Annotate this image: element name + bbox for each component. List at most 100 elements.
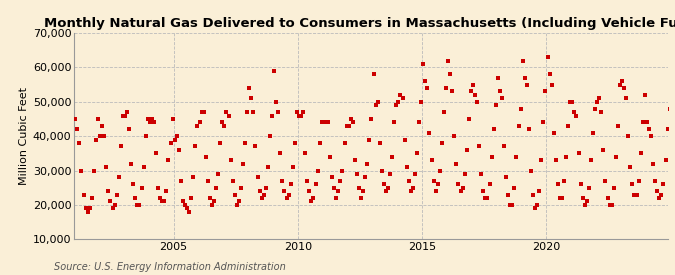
Point — [660, 158, 671, 162]
Point — [97, 124, 107, 128]
Point — [480, 196, 491, 200]
Point — [290, 141, 300, 145]
Point — [441, 86, 452, 90]
Point — [521, 82, 532, 87]
Point — [437, 141, 448, 145]
Point — [557, 196, 568, 200]
Point — [418, 62, 429, 66]
Point — [526, 168, 537, 173]
Point — [406, 189, 416, 193]
Point — [202, 179, 213, 183]
Point — [246, 96, 256, 101]
Point — [443, 58, 454, 63]
Point — [325, 155, 335, 159]
Point — [387, 155, 398, 159]
Point — [180, 203, 190, 207]
Point — [414, 120, 425, 125]
Point — [627, 182, 638, 186]
Point — [583, 185, 594, 190]
Point — [227, 179, 238, 183]
Point — [70, 117, 81, 121]
Point — [159, 199, 169, 204]
Point — [652, 189, 663, 193]
Point — [497, 96, 508, 101]
Point — [148, 120, 159, 125]
Point — [544, 72, 555, 76]
Point — [335, 179, 346, 183]
Point — [194, 120, 205, 125]
Point — [240, 141, 250, 145]
Point — [190, 144, 200, 148]
Point — [319, 120, 329, 125]
Point — [308, 196, 319, 200]
Point — [594, 96, 605, 101]
Point — [317, 120, 327, 125]
Point — [167, 117, 178, 121]
Point — [339, 141, 350, 145]
Point — [142, 117, 153, 121]
Point — [72, 127, 83, 131]
Point — [122, 110, 132, 114]
Point — [399, 138, 410, 142]
Point — [612, 124, 623, 128]
Point — [103, 189, 114, 193]
Point — [173, 148, 184, 152]
Point — [625, 165, 636, 169]
Point — [360, 175, 371, 180]
Point — [219, 124, 230, 128]
Point — [573, 151, 584, 156]
Point — [581, 199, 592, 204]
Point — [256, 196, 267, 200]
Point — [474, 144, 485, 148]
Point — [354, 185, 364, 190]
Point — [292, 110, 302, 114]
Point — [401, 165, 412, 169]
Point — [397, 96, 408, 101]
Point — [501, 175, 512, 180]
Point — [435, 168, 446, 173]
Point — [304, 189, 315, 193]
Point — [209, 199, 219, 204]
Point — [321, 120, 331, 125]
Point — [600, 179, 611, 183]
Point — [548, 131, 559, 135]
Point — [577, 196, 588, 200]
Point — [641, 120, 652, 125]
Point — [188, 175, 198, 180]
Point — [294, 113, 304, 118]
Point — [598, 148, 609, 152]
Text: Source: U.S. Energy Information Administration: Source: U.S. Energy Information Administ… — [54, 262, 286, 272]
Point — [225, 158, 236, 162]
Point — [617, 79, 628, 83]
Point — [329, 185, 340, 190]
Point — [461, 148, 472, 152]
Point — [151, 151, 161, 156]
Point — [234, 199, 244, 204]
Point — [381, 189, 392, 193]
Point — [478, 189, 489, 193]
Point — [250, 144, 261, 148]
Point — [550, 158, 561, 162]
Point — [105, 199, 116, 204]
Point — [350, 158, 360, 162]
Point — [528, 192, 539, 197]
Point — [259, 192, 269, 197]
Point — [144, 120, 155, 125]
Point — [563, 124, 574, 128]
Point — [111, 192, 122, 197]
Point — [633, 179, 644, 183]
Point — [95, 134, 105, 138]
Point — [637, 120, 648, 125]
Point — [352, 172, 362, 176]
Point — [561, 155, 572, 159]
Point — [161, 189, 172, 193]
Point — [538, 120, 549, 125]
Point — [608, 185, 619, 190]
Point — [84, 206, 95, 211]
Point — [310, 182, 321, 186]
Point — [333, 189, 344, 193]
Point — [596, 110, 607, 114]
Point — [586, 158, 597, 162]
Point — [590, 106, 601, 111]
Point — [579, 203, 590, 207]
